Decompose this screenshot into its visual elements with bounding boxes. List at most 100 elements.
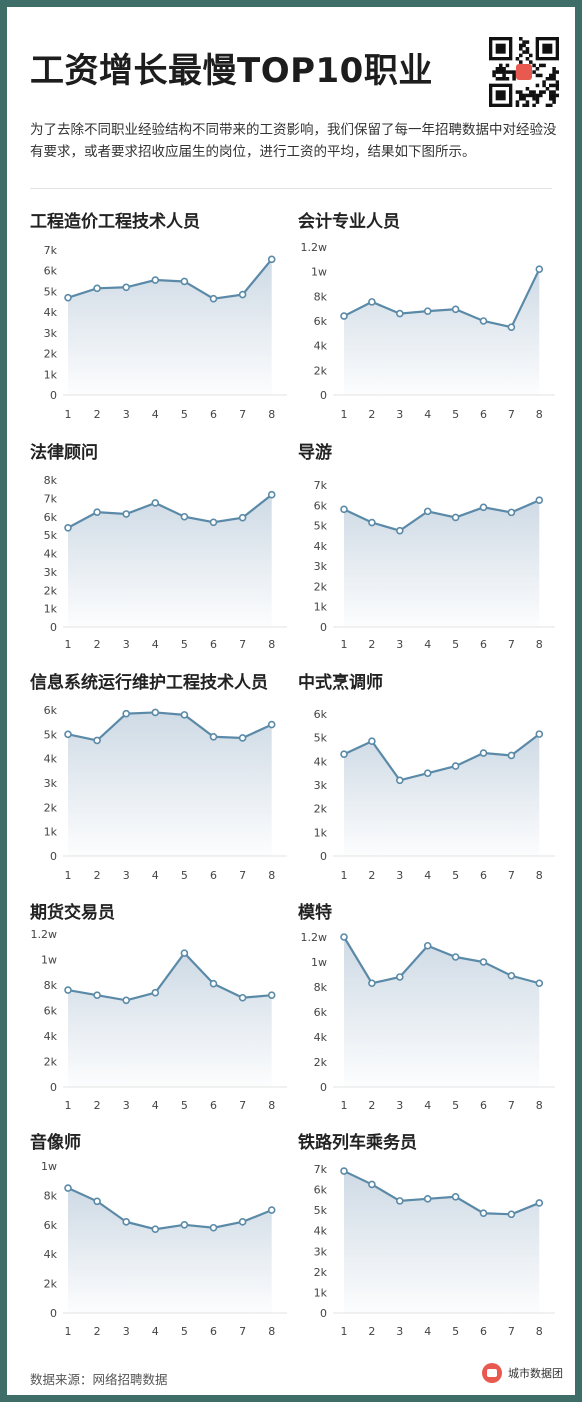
y-tick-label: 2k	[44, 348, 58, 361]
y-tick-label: 4k	[314, 1031, 328, 1044]
line-chart: 0 1k 2k 3k 4k 5k 6k 1 2 3 4 5 6 7 8	[44, 704, 287, 882]
y-tick-label: 3k	[44, 566, 58, 579]
data-point	[238, 513, 247, 522]
data-point	[93, 1197, 101, 1206]
y-tick-label: 3k	[314, 560, 328, 573]
data-point	[368, 979, 376, 988]
y-tick-label: 7k	[314, 479, 328, 492]
data-point	[451, 513, 460, 522]
y-tick-label: 1k	[44, 368, 58, 381]
x-tick-label: 7	[508, 638, 515, 651]
y-tick-label: 6k	[44, 1005, 58, 1018]
x-tick-label: 1	[65, 869, 72, 882]
data-point	[122, 709, 130, 718]
data-point	[423, 769, 432, 777]
data-point	[535, 496, 544, 505]
data-point	[267, 255, 276, 264]
x-tick-label: 3	[123, 1099, 130, 1112]
data-point	[535, 979, 544, 988]
x-tick-label: 1	[341, 1099, 348, 1112]
y-tick-label: 7k	[314, 1163, 328, 1176]
x-tick-label: 8	[536, 1325, 543, 1338]
y-tick-label: 8k	[44, 979, 58, 992]
line-chart: 0 2k 4k 6k 8k 1w 1.2w 1 2 3 4 5 6 7 8	[31, 928, 287, 1112]
x-tick-label: 6	[210, 408, 217, 421]
x-tick-label: 6	[480, 638, 487, 651]
y-tick-label: 0	[320, 850, 327, 863]
x-tick-label: 7	[508, 1325, 515, 1338]
y-tick-label: 7k	[44, 492, 58, 505]
data-point	[209, 294, 218, 303]
y-tick-label: 8k	[44, 474, 58, 487]
area-fill	[68, 259, 272, 395]
x-tick-label: 7	[239, 1099, 246, 1112]
data-point	[122, 1218, 130, 1226]
y-tick-label: 6k	[44, 1219, 58, 1232]
chart-title: 导游	[298, 443, 332, 463]
x-tick-label: 1	[65, 638, 72, 651]
data-point	[479, 958, 488, 966]
data-point	[368, 518, 376, 527]
x-tick-label: 3	[123, 408, 130, 421]
data-point	[267, 991, 276, 1000]
y-tick-label: 2k	[314, 1056, 328, 1069]
y-tick-label: 2k	[44, 584, 58, 597]
x-tick-label: 5	[181, 869, 188, 882]
y-tick-label: 0	[320, 1307, 327, 1320]
x-tick-label: 2	[94, 638, 101, 651]
data-point	[451, 305, 460, 314]
x-tick-label: 3	[123, 638, 130, 651]
y-tick-label: 4k	[44, 1030, 58, 1043]
data-source: 数据来源：网络招聘数据	[30, 1372, 168, 1387]
y-tick-label: 8k	[314, 981, 328, 994]
data-point	[238, 1218, 247, 1226]
qr-code-icon	[489, 37, 559, 107]
x-tick-label: 8	[536, 869, 543, 882]
data-point	[423, 507, 432, 516]
x-tick-label: 4	[424, 1099, 431, 1112]
y-tick-label: 4k	[44, 306, 58, 319]
y-tick-label: 2k	[44, 801, 58, 814]
y-tick-label: 3k	[314, 1245, 328, 1258]
y-tick-label: 5k	[314, 520, 328, 533]
y-tick-label: 3k	[44, 777, 58, 790]
series-line	[343, 499, 540, 532]
data-point	[368, 737, 376, 746]
y-tick-label: 4k	[314, 755, 328, 768]
x-tick-label: 3	[396, 1325, 403, 1338]
y-tick-label: 0	[50, 1081, 57, 1094]
y-tick-label: 5k	[44, 728, 58, 741]
y-tick-label: 2k	[44, 1278, 58, 1291]
line-chart: 0 2k 4k 6k 8k 1w 1.2w 1 2 3 4 5 6 7 8	[301, 931, 555, 1112]
brand-badge: 城市数据团	[482, 1363, 563, 1383]
chart-title: 信息系统运行维护工程技术人员	[30, 673, 268, 693]
y-tick-label: 1k	[44, 603, 58, 616]
data-point	[479, 1209, 488, 1218]
x-tick-label: 8	[536, 408, 543, 421]
y-tick-label: 2k	[314, 803, 328, 816]
data-point	[423, 1195, 432, 1203]
x-tick-label: 3	[396, 1099, 403, 1112]
data-point	[180, 1221, 189, 1229]
x-tick-label: 7	[239, 869, 246, 882]
y-tick-label: 4k	[314, 540, 328, 553]
y-tick-label: 4k	[44, 753, 58, 766]
data-point	[93, 508, 101, 516]
data-point	[122, 283, 130, 292]
y-tick-label: 8k	[314, 290, 328, 303]
data-point	[93, 284, 101, 293]
data-point	[267, 490, 276, 499]
series-line	[67, 1187, 273, 1231]
chart-title: 会计专业人员	[298, 212, 400, 232]
data-point	[180, 277, 189, 286]
area-fill	[344, 734, 540, 856]
x-tick-label: 8	[268, 1325, 275, 1338]
x-tick-label: 6	[480, 1325, 487, 1338]
y-tick-label: 4k	[44, 1248, 58, 1261]
infographic-card: 工资增长最慢TOP10职业 为了去除不同职业经验结构不同带来的工资影响，我们保留…	[7, 7, 575, 1395]
data-point	[64, 1184, 72, 1192]
data-point	[180, 949, 189, 957]
y-tick-label: 4k	[314, 1225, 328, 1238]
x-tick-label: 1	[65, 408, 72, 421]
series-line	[343, 268, 541, 329]
